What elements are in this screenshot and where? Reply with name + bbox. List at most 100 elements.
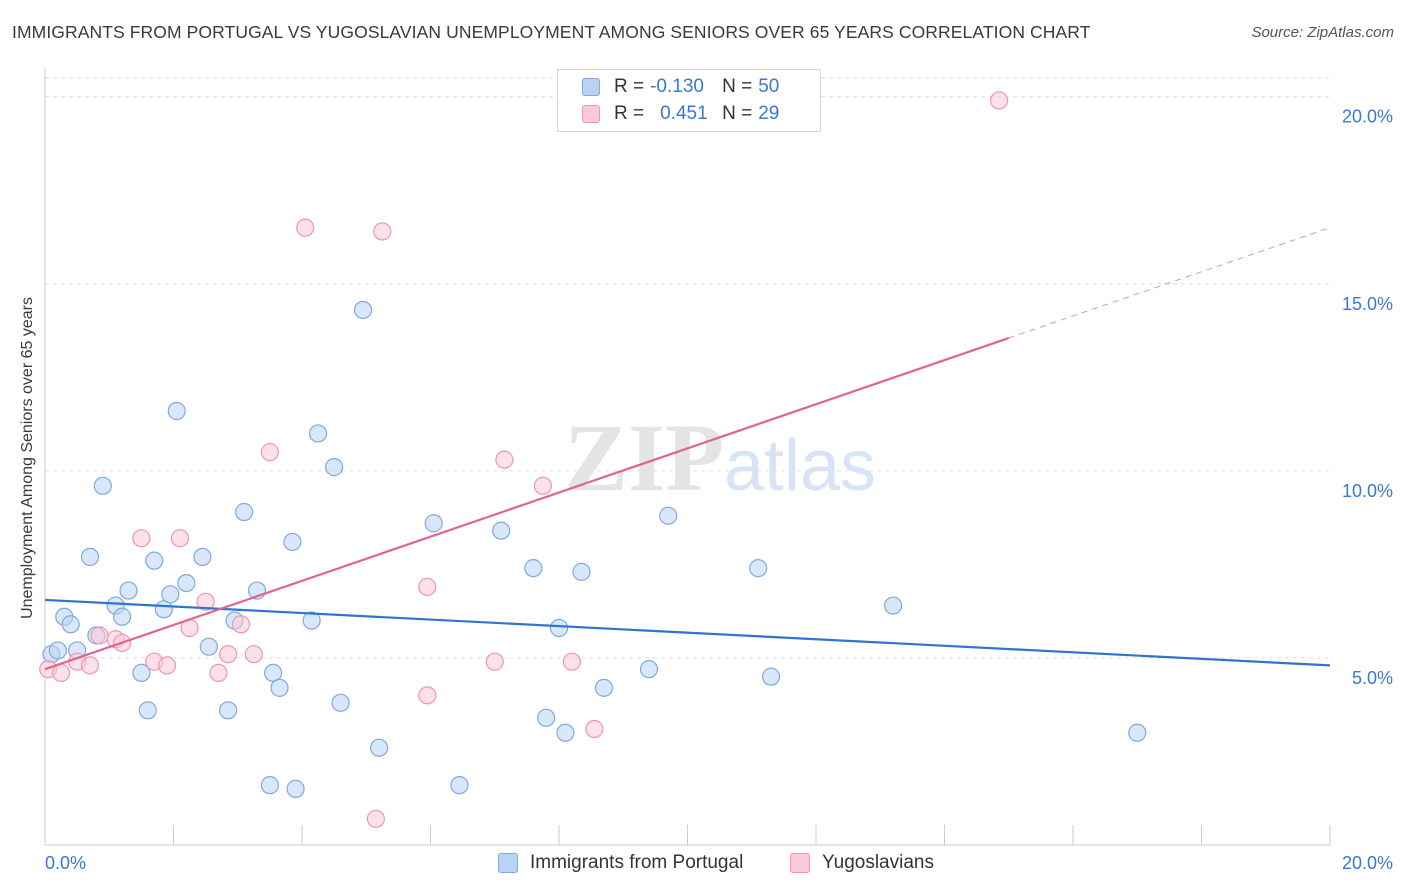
axes — [44, 68, 1331, 846]
yugoslavian-point — [244, 645, 263, 664]
portugal-point — [80, 547, 100, 567]
portugal-point — [594, 678, 614, 697]
y-tick-label: 20.0% — [1342, 107, 1393, 127]
portugal-point — [639, 660, 659, 679]
legend-swatch-pink — [790, 853, 810, 873]
portugal-point — [132, 663, 151, 682]
n-value: 29 — [758, 103, 780, 124]
y-tick-label: 15.0% — [1342, 294, 1393, 314]
legend-row-portugal: R = -0.130 N = 50 — [582, 75, 779, 99]
portugal-point — [761, 667, 781, 686]
yugoslavian-point — [366, 809, 385, 828]
portugal-point — [167, 401, 186, 421]
r-label: R = — [614, 103, 645, 124]
yugoslavian-point — [170, 529, 190, 548]
portugal-point — [572, 562, 591, 581]
legend-item-portugal: Immigrants from Portugal — [498, 852, 743, 874]
y-tick-label: 10.0% — [1342, 481, 1393, 501]
y-tick-label: 5.0% — [1352, 668, 1393, 688]
legend-label: Immigrants from Portugal — [530, 852, 744, 873]
portugal-point — [48, 641, 67, 660]
yugoslavian-point — [90, 626, 109, 645]
portugal-point — [883, 596, 903, 615]
portugal-point — [161, 585, 180, 604]
watermark-zip: ZIP — [564, 404, 724, 511]
portugal-point — [61, 615, 80, 634]
portugal-point — [145, 551, 164, 570]
x-tick-label: 0.0% — [45, 853, 86, 873]
yugoslavian-point — [485, 652, 504, 671]
yugoslavian-point — [196, 592, 215, 611]
watermark-atlas: atlas — [724, 426, 876, 506]
portugal-point — [177, 573, 196, 593]
yugoslavian-point — [990, 91, 1009, 110]
portugal-point — [659, 506, 678, 525]
stats-legend: R = -0.130 N = 50 R = 0.451 N = 29 — [557, 69, 821, 132]
portugal-point — [1128, 723, 1147, 742]
portugal-point — [308, 424, 328, 443]
portugal-point — [353, 300, 373, 320]
gridlines — [45, 77, 1330, 659]
yugoslavian-point — [418, 577, 437, 596]
portugal-point — [424, 514, 443, 533]
n-label: N = — [722, 103, 753, 124]
yugoslavian-point — [562, 652, 581, 671]
portugal-point — [556, 723, 575, 742]
yugoslavian-point — [231, 615, 251, 634]
yugoslavian-point — [219, 645, 238, 664]
watermark: ZIPatlas — [564, 404, 876, 511]
n-value: 50 — [758, 76, 780, 97]
n-label: N = — [722, 76, 753, 97]
portugal-point — [112, 607, 132, 626]
r-value: 0.451 — [660, 103, 708, 124]
trend-lines — [44, 227, 1331, 671]
portugal-point — [450, 776, 469, 795]
r-label: R = — [614, 76, 645, 97]
source-credit: Source: ZipAtlas.com — [1251, 24, 1394, 41]
portugal-point — [270, 678, 289, 697]
portugal-point — [235, 502, 254, 522]
yugoslavian-trend-extension — [1008, 227, 1331, 339]
portugal-point — [331, 693, 350, 712]
legend-swatch-blue — [582, 78, 600, 96]
yugoslavian-point — [533, 476, 553, 495]
legend-label: Yugoslavians — [822, 852, 934, 873]
portugal-point — [286, 779, 305, 798]
legend-item-yugoslavians: Yugoslavians — [790, 852, 934, 874]
portugal-trend-line — [44, 598, 1331, 667]
portugal-point — [492, 521, 511, 540]
portugal-point — [219, 701, 238, 720]
legend-swatch-blue — [498, 853, 518, 873]
r-value: -0.130 — [650, 76, 704, 97]
portugal-point — [193, 547, 212, 567]
legend-row-yugoslavians: R = 0.451 N = 29 — [582, 102, 779, 126]
portugal-point — [263, 663, 283, 682]
data-points — [39, 91, 1147, 828]
portugal-point — [138, 701, 157, 720]
series-legend: Immigrants from Portugal Yugoslavians — [0, 852, 1406, 878]
portugal-point — [370, 738, 389, 757]
portugal-point — [199, 637, 218, 656]
yugoslavian-point — [418, 686, 437, 705]
legend-swatch-pink — [582, 105, 600, 123]
yugoslavian-trend-line — [44, 336, 1010, 671]
yugoslavian-point — [296, 218, 315, 237]
portugal-point — [549, 618, 569, 638]
yugoslavian-point — [80, 656, 100, 675]
yugoslavian-point — [495, 450, 514, 469]
portugal-point — [537, 708, 556, 727]
portugal-point — [119, 581, 138, 600]
portugal-point — [93, 476, 112, 495]
portugal-point — [302, 611, 321, 630]
yugoslavian-point — [157, 656, 177, 675]
portugal-point — [260, 776, 279, 795]
yugoslavian-point — [51, 663, 71, 682]
portugal-point — [325, 458, 344, 477]
yugoslavian-point — [260, 443, 279, 462]
yugoslavian-point — [373, 222, 392, 241]
x-tick-label: 20.0% — [1342, 853, 1393, 873]
tick-labels: 5.0% 10.0% 15.0% 20.0% 0.0% 20.0% — [45, 107, 1393, 873]
portugal-point — [749, 559, 768, 578]
portugal-point — [283, 532, 302, 552]
